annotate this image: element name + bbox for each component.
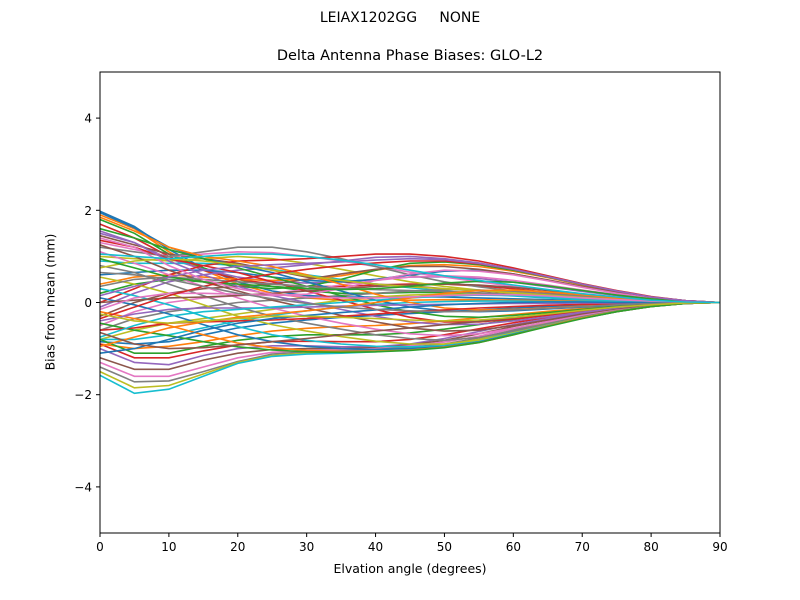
x-tick-label: 90 (712, 540, 727, 554)
series-line (99, 269, 721, 311)
chart-title: Delta Antenna Phase Biases: GLO-L2 (276, 48, 544, 64)
y-tick-label: −2 (74, 388, 92, 402)
y-axis-label: Bias from mean (mm) (42, 233, 58, 371)
series-line (99, 301, 721, 354)
y-axis-ticks: −4 −2 0 2 4 (74, 112, 100, 494)
series-line (99, 253, 721, 304)
series-line (99, 289, 721, 348)
x-tick-label: 80 (643, 540, 658, 554)
x-tick-label: 0 (96, 540, 104, 554)
series-line (99, 301, 721, 325)
x-tick-label: 20 (230, 540, 245, 554)
x-axis-ticks: 0 10 20 30 40 50 60 70 80 90 (96, 533, 728, 554)
x-tick-label: 40 (368, 540, 383, 554)
x-tick-label: 70 (575, 540, 590, 554)
series-line (99, 257, 721, 304)
y-tick-label: −4 (74, 480, 92, 494)
series-line (99, 257, 721, 304)
x-tick-label: 10 (161, 540, 176, 554)
series-line (99, 271, 721, 313)
series-line (99, 301, 720, 354)
data-lines (99, 210, 721, 395)
x-tick-label: 60 (506, 540, 521, 554)
series-line (99, 237, 721, 304)
series-line (99, 232, 721, 326)
x-tick-label: 50 (437, 540, 452, 554)
y-tick-label: 0 (84, 296, 92, 310)
x-axis-label: Elvation angle (degrees) (333, 561, 487, 576)
x-tick-label: 30 (299, 540, 314, 554)
series-line (99, 265, 721, 318)
chart-suptitle: LEIAX1202GG NONE (319, 10, 481, 26)
y-tick-label: 2 (84, 204, 92, 218)
y-tick-label: 4 (84, 112, 92, 126)
